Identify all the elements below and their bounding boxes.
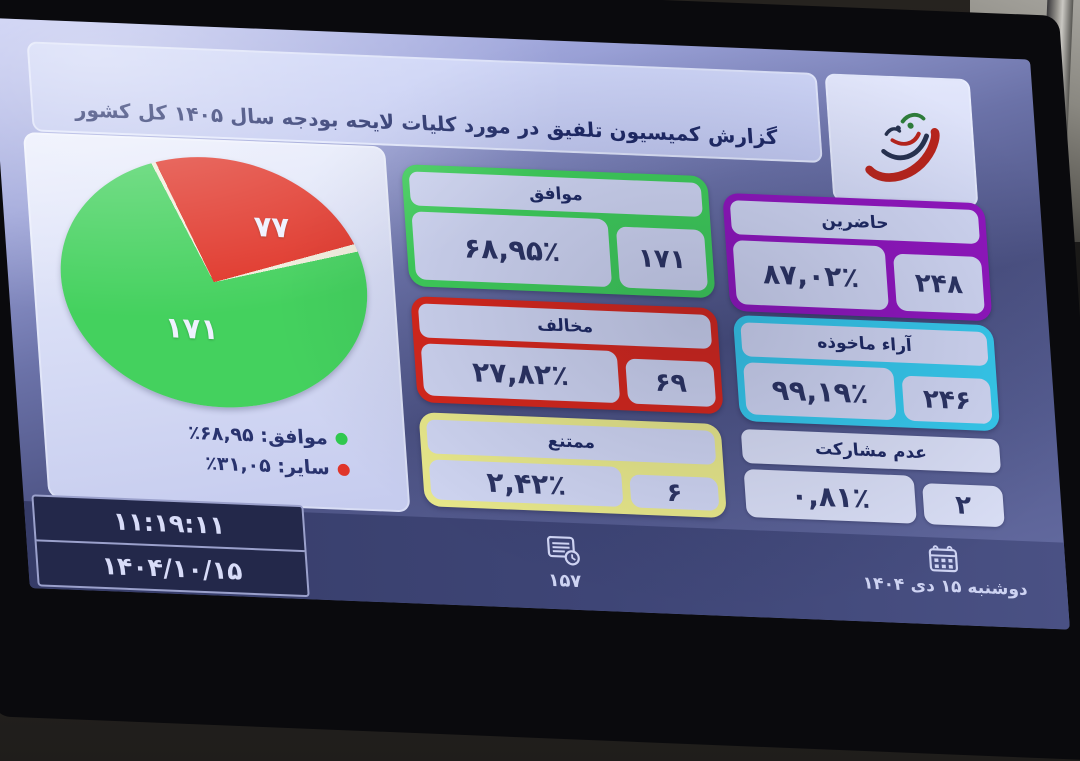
legend-dot-other-icon [337,463,350,475]
panel-abstain-count: ۶ [629,474,719,511]
panel-against-count: ۶۹ [625,359,716,408]
panel-present-title: حاضرین [730,200,980,244]
panel-abstain-percent: ۲,۴۲٪ [429,459,624,507]
logo-panel [825,73,979,207]
panel-present-count: ۲۴۸ [893,254,985,315]
panel-against-percent: ۲۷,۸۲٪ [421,343,621,403]
panel-agree-title: موافق [409,171,703,217]
session-count: ۱۵۷ [519,569,610,594]
panel-present: حاضرین ۸۷,۰۲٪ ۲۴۸ [722,193,992,321]
document-clock-icon [544,534,582,567]
legend-dot-agree-icon [335,433,348,445]
panel-against-title: مخالف [418,303,712,349]
panel-no-participation-count: ۲ [922,483,1005,527]
panel-agree-count: ۱۷۱ [616,227,708,292]
legend-text-other: سایر: ۳۱,۰۵٪ [204,449,330,484]
panel-agree-percent: ۶۸,۹۵٪ [411,211,612,287]
clock-date: ۱۴۰۴/۱۰/۱۵ [36,539,307,595]
panel-votes-cast-title: آراء ماخوذه [740,322,988,366]
panel-no-participation-percent: ۰,۸۱٪ [744,469,917,524]
pie-slice-label-other: ۷۷ [253,209,291,244]
panel-against: مخالف ۲۷,۸۲٪ ۶۹ [410,296,723,414]
panel-votes-cast: آراء ماخوذه ۹۹,۱۹٪ ۲۴۶ [733,315,1000,431]
pie-slice-label-agree: ۱۷۱ [164,310,219,346]
vote-pie-chart: ۷۷ ۱۷۱ [52,151,376,413]
panel-agree: موافق ۶۸,۹۵٪ ۱۷۱ [401,164,716,298]
majlis-logo-icon [851,100,954,200]
panel-abstain: ممتنع ۲,۴۲٪ ۶ [418,412,727,518]
pie-chart-panel: ۷۷ ۱۷۱ موافق: ۶۸,۹۵٪ سایر: ۳۱,۰۵٪ [23,132,411,512]
panel-no-participation-title: عدم مشارکت [741,429,1001,473]
voting-display-screen: گزارش کمیسیون تلفیق در مورد کلیات لایحه … [0,18,1070,630]
pie-legend: موافق: ۶۸,۹۵٪ سایر: ۳۱,۰۵٪ [43,412,409,487]
panel-present-percent: ۸۷,۰۲٪ [733,240,889,310]
panel-abstain-title: ممتنع [426,419,716,465]
clock-date-box: ۱۱:۱۹:۱۱ ۱۴۰۴/۱۰/۱۵ [31,494,309,597]
calendar-icon [925,543,961,574]
panel-votes-cast-percent: ۹۹,۱۹٪ [743,362,897,420]
panel-no-participation: عدم مشارکت ۰,۸۱٪ ۲ [741,429,1005,527]
panel-votes-cast-count: ۲۴۶ [902,376,993,425]
session-counter: ۱۵۷ [517,533,611,594]
calendar-date: دوشنبه ۱۵ دی ۱۴۰۴ [852,540,1036,600]
